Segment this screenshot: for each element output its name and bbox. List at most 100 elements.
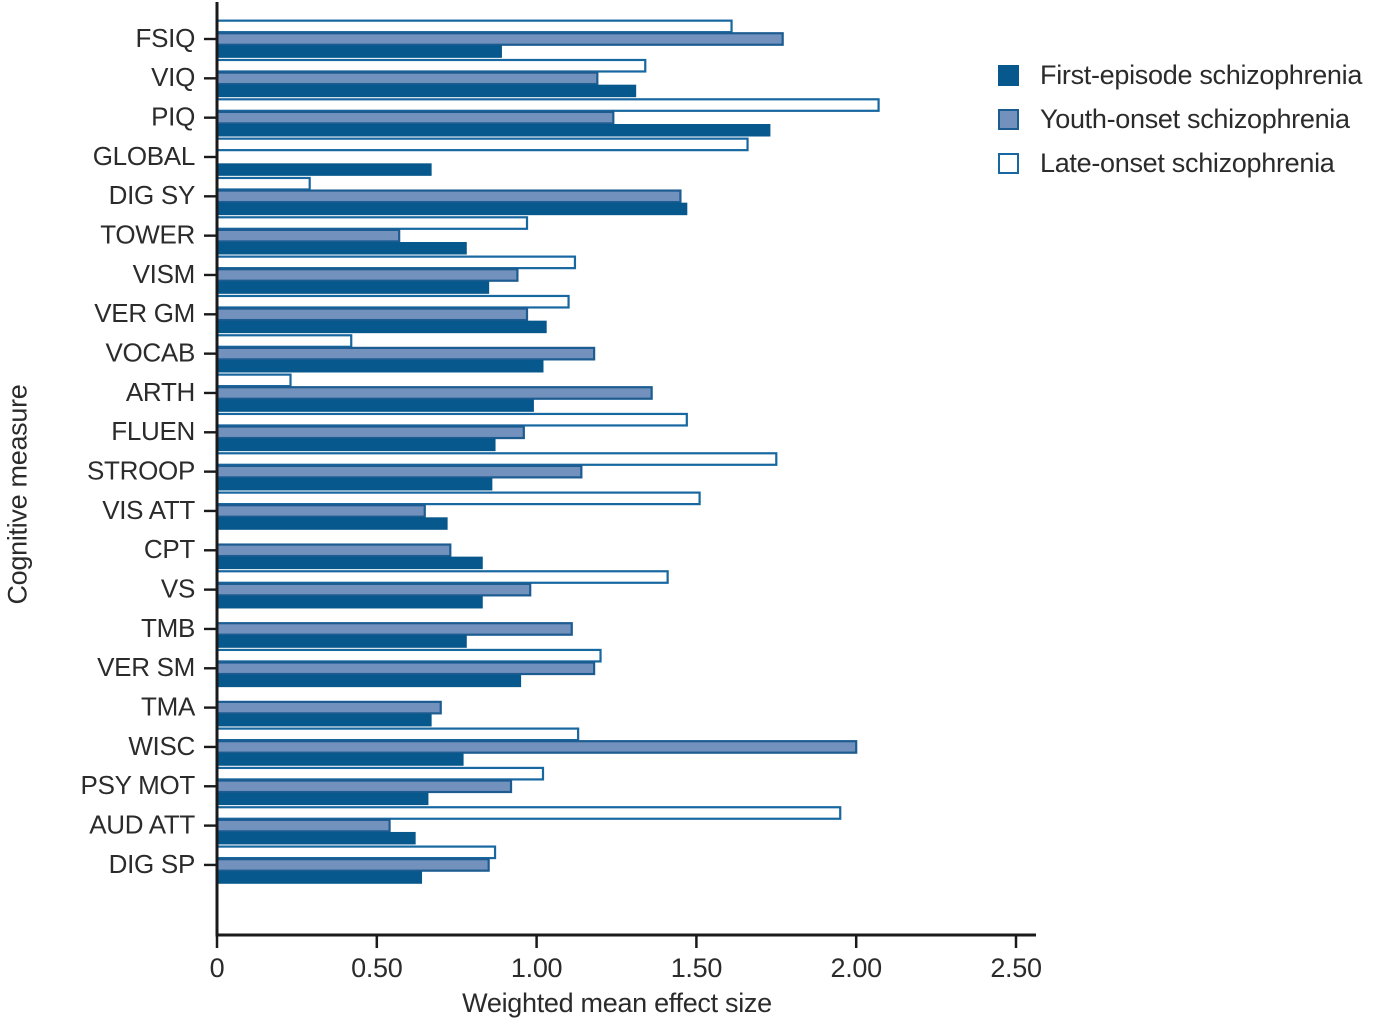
bar-late-onset [215,648,602,663]
x-tick [535,935,538,948]
bar-first-episode [216,163,432,176]
y-tick [204,273,217,277]
category-label: STROOP [87,456,195,486]
bar-first-episode [216,556,483,570]
x-tick [215,935,219,948]
legend-label: Youth-onset schizophrenia [1040,103,1350,134]
y-tick [204,627,217,631]
y-tick [204,352,217,355]
y-tick [204,470,217,473]
bar-late-onset [215,137,749,152]
y-axis-title: Cognitive measure [2,384,33,605]
x-tick [695,935,698,948]
category-label: CPT [144,534,196,564]
category-label: GLOBAL [93,141,195,171]
bar-late-onset [215,216,529,230]
bar-youth-onset [215,661,596,676]
bar-first-episode [216,871,423,884]
category-label: PSY MOT [81,770,196,800]
x-tick-label: 1.50 [671,953,722,983]
legend-item-late-onset: Late-onset schizophrenia [998,141,1362,185]
bar-youth-onset [215,818,391,833]
y-tick [204,785,217,788]
category-label: WISC [128,731,195,761]
category-label: TMB [141,613,195,643]
bar-first-episode [216,84,637,98]
y-tick [204,549,217,552]
category-label: VS [161,573,195,603]
bar-first-episode [216,281,490,294]
category-label: FSIQ [136,23,195,53]
x-axis-line [215,933,1036,937]
bar-youth-onset [215,32,784,46]
y-tick [204,588,217,591]
bar-first-episode [216,399,534,412]
bar-late-onset [215,255,577,270]
y-tick [204,863,217,867]
bar-late-onset [215,176,311,191]
y-tick [204,155,217,159]
y-tick [204,509,217,513]
bar-youth-onset [215,504,426,518]
bar-late-onset [215,294,570,309]
y-tick [204,234,217,237]
legend-swatch-first-episode [998,64,1019,86]
bar-first-episode [216,242,467,255]
bar-youth-onset [215,622,573,636]
bar-first-episode [216,635,467,648]
bar-late-onset [215,845,497,860]
bar-youth-onset [215,268,519,282]
legend-item-youth-onset: Youth-onset schizophrenia [998,97,1362,141]
x-tick-label: 1.00 [511,953,562,983]
category-label: PIQ [151,102,195,132]
bar-late-onset [215,334,353,348]
category-label: VISM [133,259,195,289]
y-tick [204,116,217,119]
category-label: FLUEN [111,416,195,446]
bar-youth-onset [215,110,615,125]
bar-late-onset [215,570,669,584]
legend-swatch-youth-onset [998,108,1019,130]
category-label: TOWER [100,220,195,250]
bar-first-episode [216,517,448,530]
bar-first-episode [216,359,544,373]
x-tick-label: 2.50 [990,953,1041,983]
legend-label: Late-onset schizophrenia [1040,147,1335,178]
bar-late-onset [215,98,880,112]
bar-youth-onset [215,543,452,558]
y-tick [204,824,217,827]
bar-first-episode [216,831,416,845]
category-label: DIG SY [109,180,195,210]
category-label: VOCAB [105,338,195,368]
y-tick [204,37,217,41]
bar-youth-onset [215,307,529,322]
bar-first-episode [216,124,771,137]
bar-late-onset [215,19,733,34]
bar-youth-onset [215,582,532,597]
y-tick [204,77,217,80]
x-tick [375,935,379,948]
bar-first-episode [216,792,429,806]
bar-youth-onset [215,464,583,479]
bar-youth-onset [215,425,525,440]
y-tick [204,195,217,198]
bar-late-onset [215,373,292,388]
x-tick-label: 0.50 [351,953,402,983]
bar-first-episode [216,202,688,216]
bar-late-onset [215,766,545,781]
bar-first-episode [216,674,522,688]
y-tick [204,667,217,670]
bar-late-onset [215,491,701,506]
category-label: VER GM [94,298,195,328]
bar-youth-onset [215,228,401,243]
bar-first-episode [216,320,547,334]
bar-late-onset [215,806,842,820]
bar-first-episode [216,438,496,452]
bar-late-onset [215,58,647,73]
bar-youth-onset [215,740,858,754]
x-tick [854,935,858,948]
x-tick-label: 0 [210,953,225,983]
bar-first-episode [216,477,493,491]
category-label: ARTH [126,377,195,407]
